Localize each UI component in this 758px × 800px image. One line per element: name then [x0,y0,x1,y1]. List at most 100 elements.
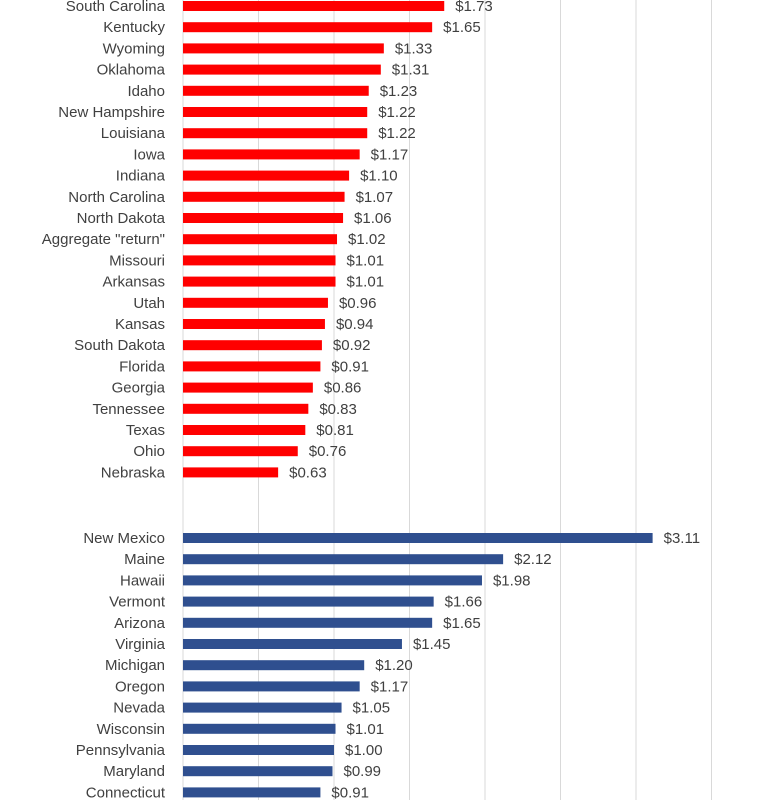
value-label: $1.01 [347,252,385,269]
category-label: Maryland [103,763,165,780]
category-label: Arizona [114,615,166,632]
category-label: Virginia [115,636,165,653]
value-label: $1.02 [348,231,386,248]
bar [183,43,384,54]
bar [183,660,365,671]
bar [183,639,402,649]
bar [183,425,306,435]
value-label: $1.22 [378,104,416,121]
value-label: $0.91 [331,784,369,800]
value-label: $1.05 [353,700,391,717]
value-label: $1.73 [455,0,493,15]
bar [183,446,298,457]
bar [183,382,313,393]
value-label: $1.33 [395,40,433,57]
category-label: Connecticut [86,784,166,800]
category-label: Tennessee [92,401,165,418]
category-label: North Dakota [77,210,166,227]
value-label: $0.91 [331,358,369,375]
bar [183,170,350,181]
category-label: Wyoming [103,40,165,57]
value-label: $1.17 [371,678,409,695]
bar [183,361,321,372]
category-label: Vermont [109,594,166,611]
bar [183,596,434,607]
value-label: $1.17 [371,146,409,163]
bar [183,681,360,692]
category-label: South Carolina [66,0,166,15]
bar [183,403,309,414]
category-label: Utah [133,295,165,312]
value-label: $1.31 [392,62,430,79]
labels: South Carolina $1.73 Kentucky $1.65 Wyoming $… [42,0,700,800]
value-label: $0.99 [343,763,381,780]
value-label: $0.94 [336,316,374,333]
bar [183,297,328,308]
value-label: $1.20 [375,657,413,674]
value-label: $1.65 [443,615,481,632]
category-label: Aggregate "return" [42,231,165,248]
bar [183,702,342,713]
bar [183,766,333,777]
value-label: $0.86 [324,380,362,397]
category-label: Oregon [115,678,165,695]
category-label: Kansas [115,316,165,333]
category-label: Georgia [112,380,166,397]
bar [183,213,344,223]
bar [183,575,482,586]
value-label: $0.81 [316,422,354,439]
value-label: $2.12 [514,551,552,568]
value-label: $0.76 [309,443,347,460]
value-label: $3.11 [664,530,700,547]
value-label: $1.23 [380,83,418,100]
value-label: $0.92 [333,337,371,354]
category-label: Hawaii [120,572,165,589]
category-label: Nebraska [101,464,166,481]
category-label: Oklahoma [97,62,166,79]
value-label: $1.66 [445,594,483,611]
bar [183,1,445,11]
value-label: $1.45 [413,636,451,653]
category-label: Kentucky [103,19,165,36]
bar [183,319,325,329]
category-label: Florida [119,358,166,375]
category-label: Pennsylvania [76,742,166,759]
bar [183,467,279,478]
category-label: New Mexico [83,530,165,547]
category-label: Missouri [109,252,165,269]
value-label: $0.63 [289,464,327,481]
category-label: Wisconsin [97,721,165,738]
bar [183,617,433,628]
value-label: $1.06 [354,210,392,227]
value-label: $1.00 [345,742,383,759]
bar [183,128,368,139]
category-label: Michigan [105,657,165,674]
category-label: Maine [124,551,165,568]
value-label: $1.01 [347,274,385,291]
bar [183,554,504,565]
bar [183,340,322,351]
bar [183,85,369,96]
value-label: $1.22 [378,125,416,142]
gridlines [182,0,712,800]
value-label: $1.98 [493,572,531,589]
category-label: Texas [126,422,165,439]
bar [183,22,433,33]
bar-marks [183,1,653,798]
category-label: South Dakota [74,337,166,354]
value-label: $1.10 [360,168,398,185]
category-label: Iowa [133,146,165,163]
category-label: Louisiana [101,125,166,142]
value-label: $1.65 [443,19,481,36]
category-label: Nevada [113,700,165,717]
category-label: Arkansas [102,274,165,291]
category-label: New Hampshire [58,104,165,121]
bar [183,723,336,734]
value-label: $0.96 [339,295,377,312]
category-label: Indiana [116,168,166,185]
value-label: $1.01 [347,721,385,738]
bar [183,234,338,245]
bar [183,107,368,117]
bar [183,149,360,160]
